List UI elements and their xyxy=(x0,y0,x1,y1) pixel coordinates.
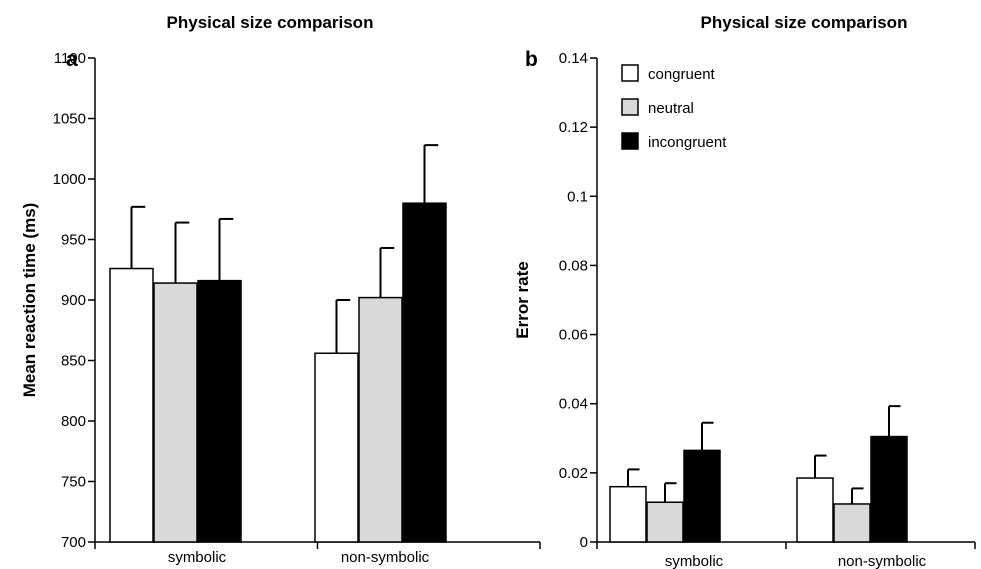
bar-incongruent xyxy=(870,435,908,543)
y-tick-label: 750 xyxy=(61,474,86,491)
legend-label-neutral: neutral xyxy=(648,100,694,117)
bar-neutral xyxy=(833,503,871,543)
y-tick-label: 0 xyxy=(580,534,588,551)
y-tick-label: 700 xyxy=(61,534,86,551)
y-tick-label: 1100 xyxy=(54,50,86,67)
y-tick-label: 0.02 xyxy=(559,465,588,482)
y-tick-label: 950 xyxy=(61,232,86,249)
legend: congruent neutral incongruent xyxy=(621,64,727,151)
legend-swatch-congruent xyxy=(621,64,639,82)
y-tick-label: 0.04 xyxy=(559,396,588,413)
x-category-label: symbolic xyxy=(665,553,724,569)
chart-title: Physical size comparison xyxy=(701,13,908,32)
bar-incongruent xyxy=(402,202,447,543)
bar-congruent xyxy=(314,352,359,543)
y-tick-label: 900 xyxy=(61,292,86,309)
panel-b-chart: Physical size comparison b Error rate 0 0.02… xyxy=(513,13,976,569)
panel-a-chart: Physical size comparison a Mean reaction t… xyxy=(20,13,541,566)
y-tick-label: 0.1 xyxy=(567,188,588,205)
y-tick-label: 1050 xyxy=(53,111,86,128)
y-tick-label: 1000 xyxy=(53,171,86,188)
bar-congruent xyxy=(109,267,154,543)
legend-swatch-neutral xyxy=(621,98,639,116)
y-tick-label: 850 xyxy=(61,353,86,370)
y-tick-label: 800 xyxy=(61,413,86,430)
bar-incongruent xyxy=(197,279,242,543)
bar-neutral xyxy=(358,296,403,543)
y-tick-label: 0.06 xyxy=(559,327,588,344)
x-category-label: symbolic xyxy=(168,549,227,566)
legend-swatch-incongruent xyxy=(621,132,639,150)
y-axis-label: Error rate xyxy=(513,261,532,338)
bar-neutral xyxy=(153,282,198,543)
y-tick-label: 0.08 xyxy=(559,257,588,274)
legend-label-congruent: congruent xyxy=(648,66,716,83)
chart-title: Physical size comparison xyxy=(167,13,374,32)
x-category-label: non-symbolic xyxy=(838,553,927,569)
panel-label: a xyxy=(66,48,78,71)
y-tick-label: 0.12 xyxy=(559,119,588,136)
y-axis-label: Mean reaction time (ms) xyxy=(20,203,39,398)
y-tick-label: 0.14 xyxy=(559,50,588,67)
bar-congruent xyxy=(796,477,834,543)
legend-label-incongruent: incongruent xyxy=(648,134,727,151)
bar-congruent xyxy=(609,485,647,543)
bar-incongruent xyxy=(683,449,721,543)
bar-neutral xyxy=(646,501,684,543)
x-category-label: non-symbolic xyxy=(341,549,430,566)
panel-label: b xyxy=(525,48,538,71)
